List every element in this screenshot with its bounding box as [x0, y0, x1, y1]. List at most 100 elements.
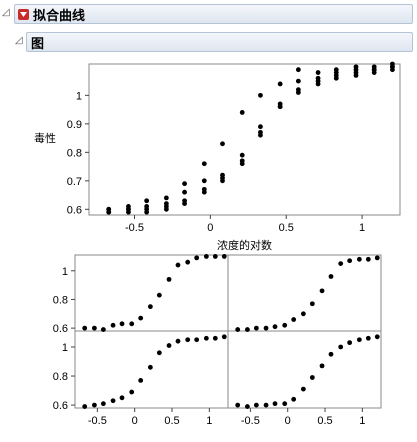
main-data-point — [371, 70, 377, 75]
main-data-point — [258, 132, 263, 138]
grid-data-point — [175, 262, 181, 268]
grid-y-tick-label: 0.8 — [53, 294, 68, 306]
main-data-point — [182, 189, 187, 195]
grid-y-tick-label: 1 — [62, 342, 68, 354]
grid-data-point — [235, 402, 241, 408]
main-data-point — [182, 201, 187, 207]
main-x-axis-label: 浓度的对数 — [217, 238, 272, 252]
grid-y-tick-label: 1 — [62, 266, 68, 278]
main-data-point — [201, 161, 207, 167]
main-y-tick-label: 0.8 — [67, 147, 82, 159]
grid-data-point — [100, 327, 106, 332]
main-x-tick-label: 0.5 — [279, 222, 294, 234]
main-x-tick-label: -0.5 — [125, 222, 144, 234]
outline-header-fit-curve[interactable]: 拟合曲线 — [14, 4, 413, 24]
grid-data-point — [272, 324, 278, 330]
grid-data-point — [235, 327, 241, 332]
main-data-point — [295, 90, 301, 95]
grid-data-point — [221, 334, 227, 340]
grid-x-tick-label: -0.5 — [241, 415, 260, 427]
grid-data-point — [365, 335, 371, 341]
main-data-point — [390, 67, 395, 73]
grid-data-point — [194, 255, 200, 261]
grid-data-point — [245, 327, 250, 332]
grid-data-point — [166, 276, 172, 282]
grid-data-point — [82, 325, 88, 331]
main-data-point — [333, 75, 339, 81]
grid-data-point — [92, 325, 97, 331]
outline-title: 拟合曲线 — [33, 7, 86, 23]
main-data-point — [258, 124, 263, 130]
grid-data-point — [309, 375, 315, 380]
main-x-tick-label: 1 — [359, 222, 365, 234]
disclosure-icon-graph[interactable]: ◿ — [15, 35, 23, 46]
grid-data-point — [166, 343, 172, 348]
grid-y-tick-label: 0.8 — [53, 371, 68, 383]
grid-data-point — [156, 292, 162, 298]
main-data-point — [163, 195, 169, 201]
red-triangle-menu-icon[interactable] — [18, 8, 29, 20]
grid-data-point — [156, 350, 162, 356]
grid-x-tick-label: 0 — [132, 415, 138, 427]
grid-data-point — [100, 401, 106, 407]
grid-data-point — [221, 254, 227, 259]
grid-data-point — [347, 340, 353, 346]
grid-x-tick-label: 1 — [206, 415, 212, 427]
grid-data-point — [185, 259, 191, 265]
grid-data-point — [194, 337, 200, 343]
grid-y-tick-label: 0.6 — [53, 323, 68, 335]
main-data-point — [220, 178, 225, 184]
main-x-tick-label: 0 — [207, 222, 213, 234]
main-data-point — [201, 189, 207, 195]
grid-x-tick-label: 0 — [285, 415, 291, 427]
grid-data-point — [203, 254, 209, 259]
disclosure-icon-fit-curve[interactable]: ◿ — [2, 7, 10, 18]
grid-data-point — [319, 363, 325, 369]
grid-y-tick-label: 0.6 — [53, 400, 68, 412]
main-data-point — [106, 209, 112, 215]
grid-data-point — [82, 404, 88, 409]
main-data-point — [144, 198, 150, 204]
grid-data-point — [272, 401, 278, 407]
grid-data-point — [92, 402, 97, 408]
grid-data-point — [282, 322, 288, 328]
grid-data-point — [365, 256, 371, 262]
main-data-point — [353, 72, 359, 78]
grid-data-point — [138, 377, 144, 383]
grid-data-point — [110, 322, 116, 328]
grid-data-point — [147, 304, 153, 310]
main-data-point — [277, 104, 283, 110]
main-y-tick-label: 0.6 — [67, 204, 82, 216]
main-data-point — [295, 78, 301, 84]
outline-subtitle: 图 — [31, 35, 45, 51]
grid-data-point — [338, 261, 344, 267]
main-data-point — [277, 81, 283, 87]
grid-data-point — [309, 301, 315, 307]
grid-data-point — [129, 389, 135, 395]
grid-x-tick-label: 0.5 — [317, 415, 332, 427]
outline-header-graph[interactable]: 图 — [26, 32, 413, 52]
grid-data-point — [319, 288, 325, 294]
grid-data-point — [263, 402, 269, 408]
grid-data-point — [138, 315, 144, 321]
grid-data-point — [253, 402, 259, 408]
grid-data-point — [291, 317, 297, 322]
main-data-point — [258, 92, 263, 98]
grid-data-point — [203, 335, 209, 341]
grid-data-point — [300, 386, 306, 392]
grid-data-point — [338, 344, 344, 350]
main-data-point — [201, 178, 207, 184]
main-data-point — [239, 161, 245, 167]
grid-data-point — [253, 325, 259, 331]
grid-x-tick-label: 0.5 — [164, 415, 179, 427]
grid-data-point — [263, 325, 269, 331]
grid-data-point — [175, 338, 181, 344]
grid-data-point — [347, 258, 353, 264]
grid-data-point — [356, 337, 362, 343]
main-data-point — [239, 152, 245, 158]
main-data-point — [163, 206, 169, 212]
main-data-point — [126, 206, 131, 212]
grid-data-point — [245, 404, 250, 409]
main-y-axis-label: 毒性 — [34, 131, 56, 145]
